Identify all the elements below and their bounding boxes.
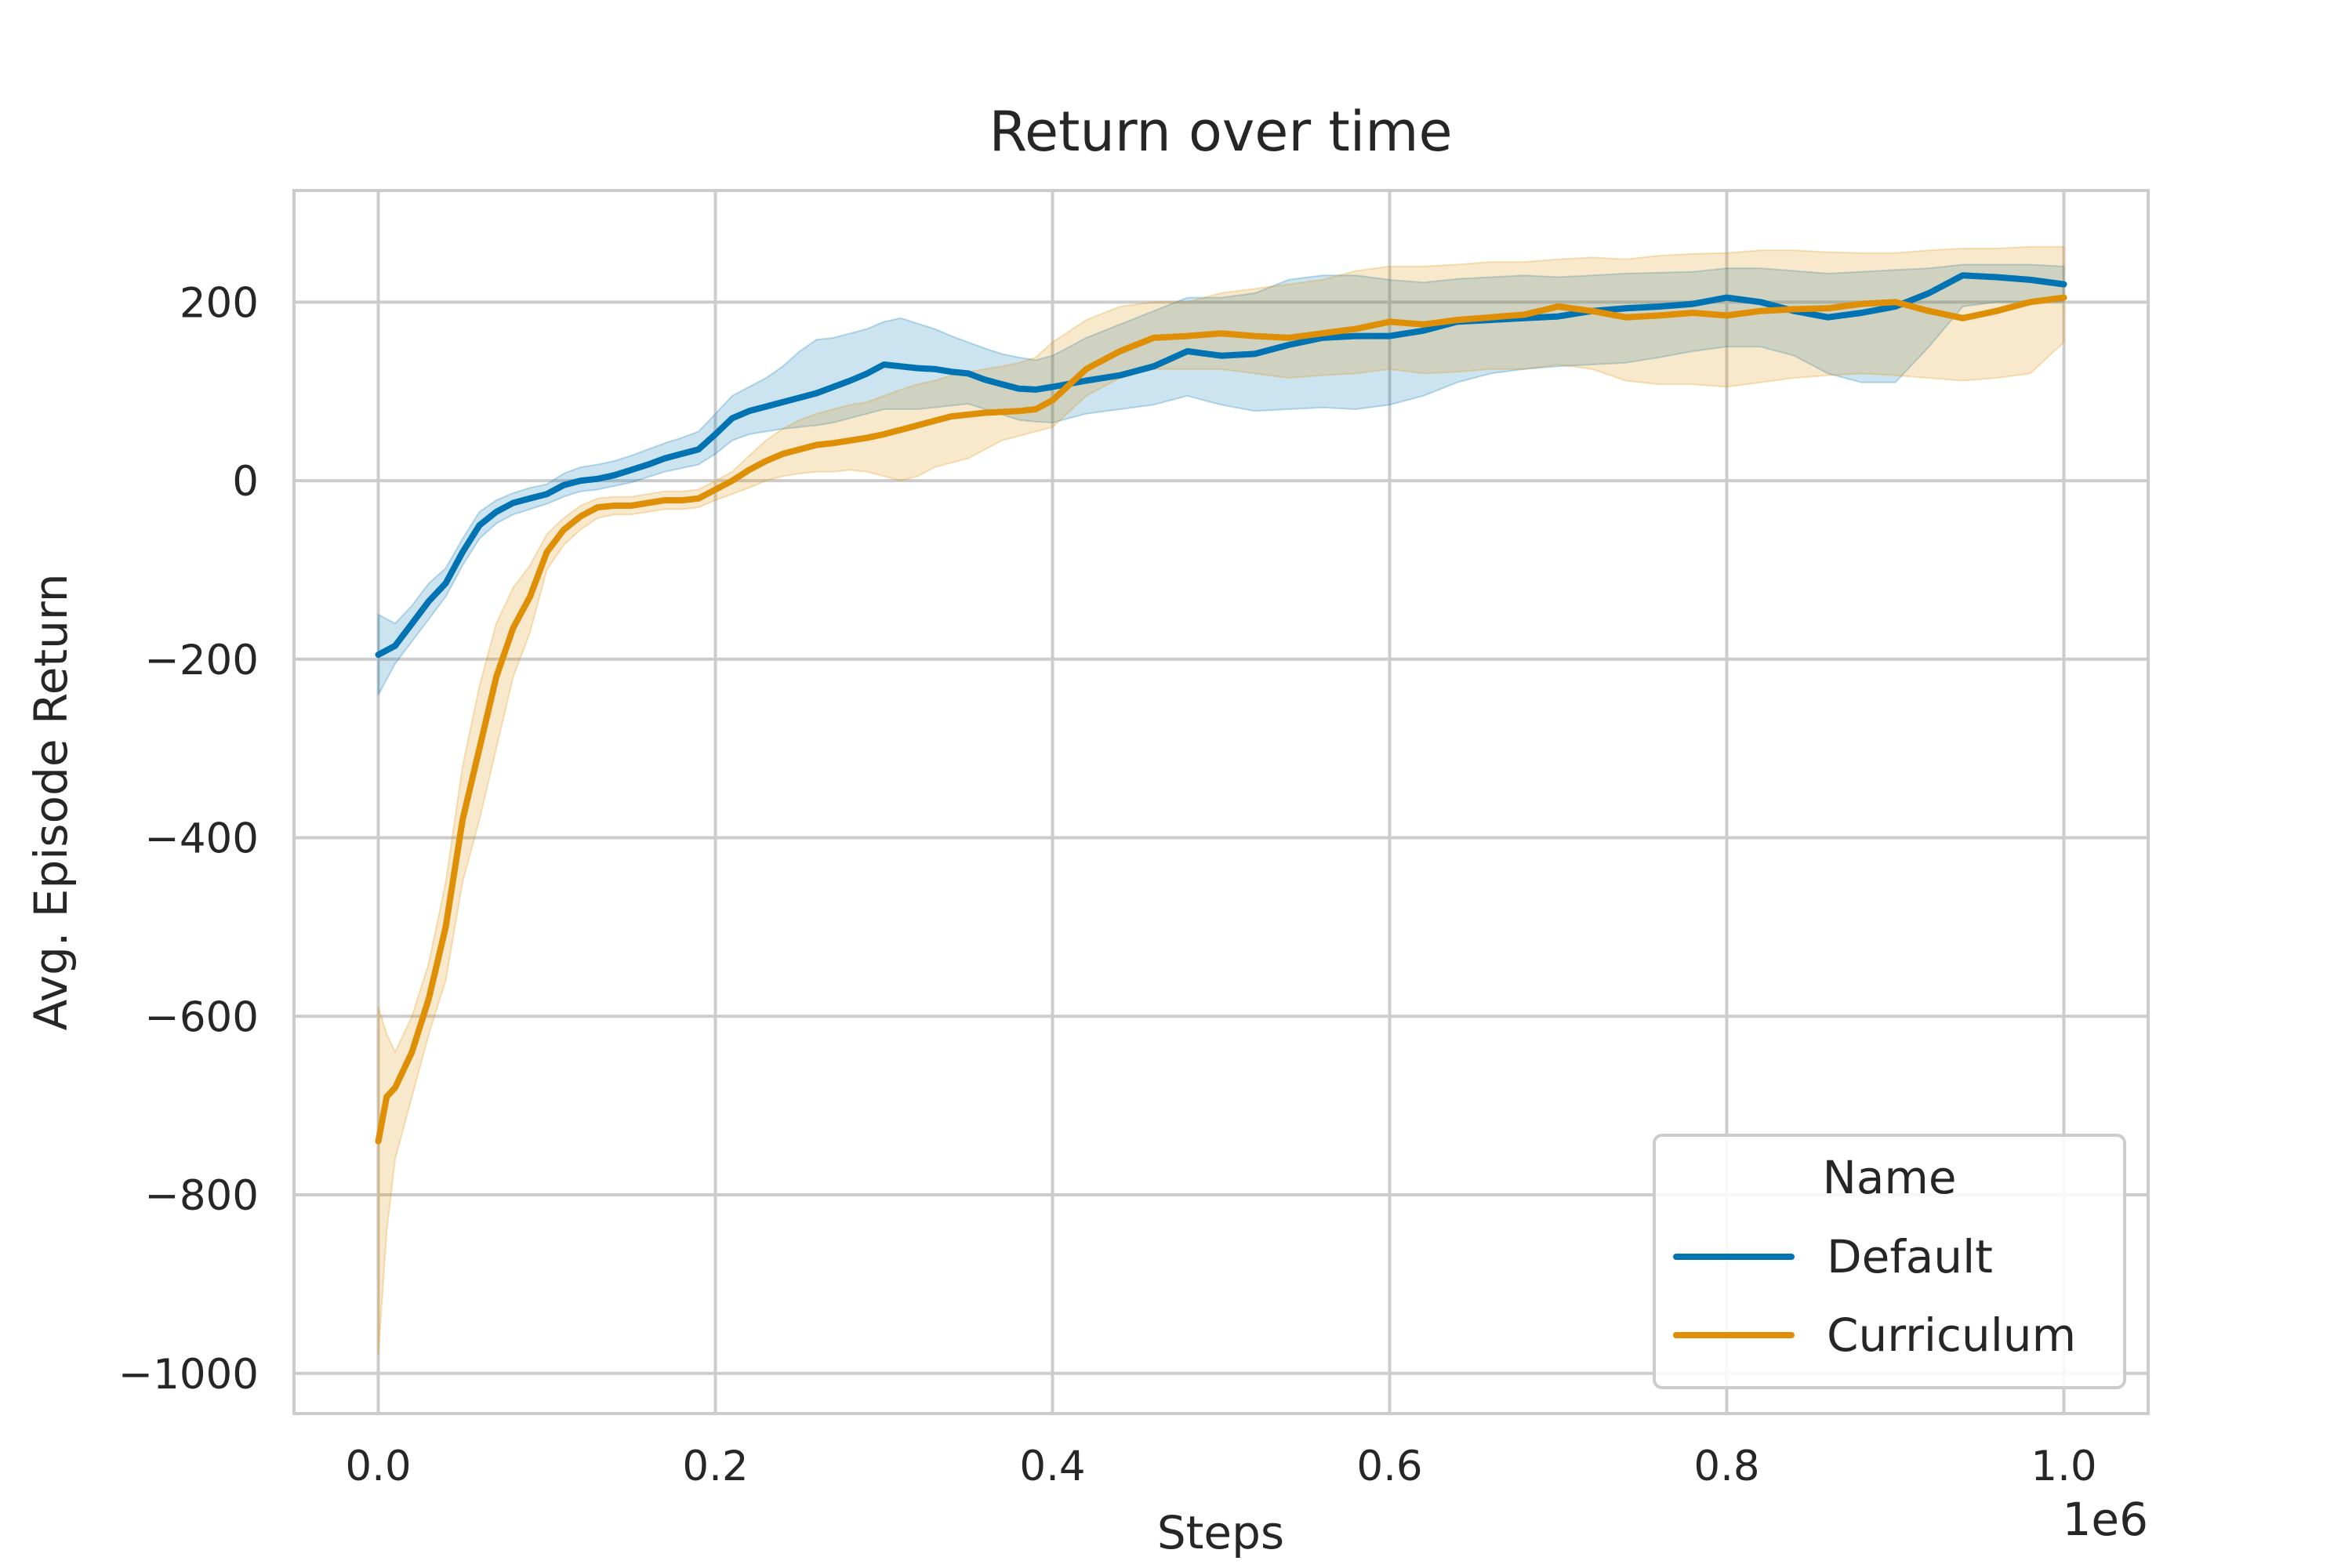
x-tick-label: 0.2 — [682, 1443, 748, 1490]
y-tick-label: 200 — [180, 279, 259, 327]
band-default — [377, 263, 2065, 695]
y-tick-label: −400 — [144, 815, 259, 863]
y-tick-label: 0 — [232, 458, 259, 506]
y-tick-labels: −1000 −800 −600 −400 −200 0 200 — [118, 279, 259, 1398]
y-axis-title: Avg. Episode Return — [24, 574, 78, 1031]
legend: Name Default Curriculum — [1653, 1134, 2126, 1389]
legend-label-default: Default — [1827, 1230, 1993, 1283]
y-tick-label: −600 — [144, 993, 259, 1041]
y-tick-label: −200 — [144, 637, 259, 684]
x-tick-labels: 0.0 0.2 0.4 0.6 0.8 1.0 — [345, 1443, 2096, 1490]
x-tick-label: 1.0 — [2031, 1443, 2096, 1490]
legend-label-curriculum: Curriculum — [1827, 1308, 2076, 1362]
chart-title: Return over time — [989, 100, 1452, 164]
x-tick-label: 0.6 — [1356, 1443, 1422, 1490]
series-lines — [375, 272, 2067, 1145]
x-tick-label: 0.4 — [1019, 1443, 1085, 1490]
grid-lines — [294, 191, 2148, 1414]
line-curriculum — [375, 294, 2067, 1145]
x-axis-title: Steps — [1157, 1506, 1284, 1559]
plot-frame — [292, 189, 2150, 1415]
legend-title: Name — [1822, 1151, 1956, 1204]
y-tick-label: −1000 — [118, 1351, 259, 1399]
legend-box — [1653, 1134, 2126, 1389]
y-tick-label: −800 — [144, 1172, 259, 1220]
x-tick-label: 0.0 — [345, 1443, 411, 1490]
x-tick-label: 0.8 — [1693, 1443, 1759, 1490]
confidence-bands — [377, 245, 2065, 1356]
x-axis-offset-label: 1e6 — [2063, 1493, 2149, 1546]
band-curriculum — [377, 245, 2065, 1356]
line-default — [375, 272, 2067, 659]
